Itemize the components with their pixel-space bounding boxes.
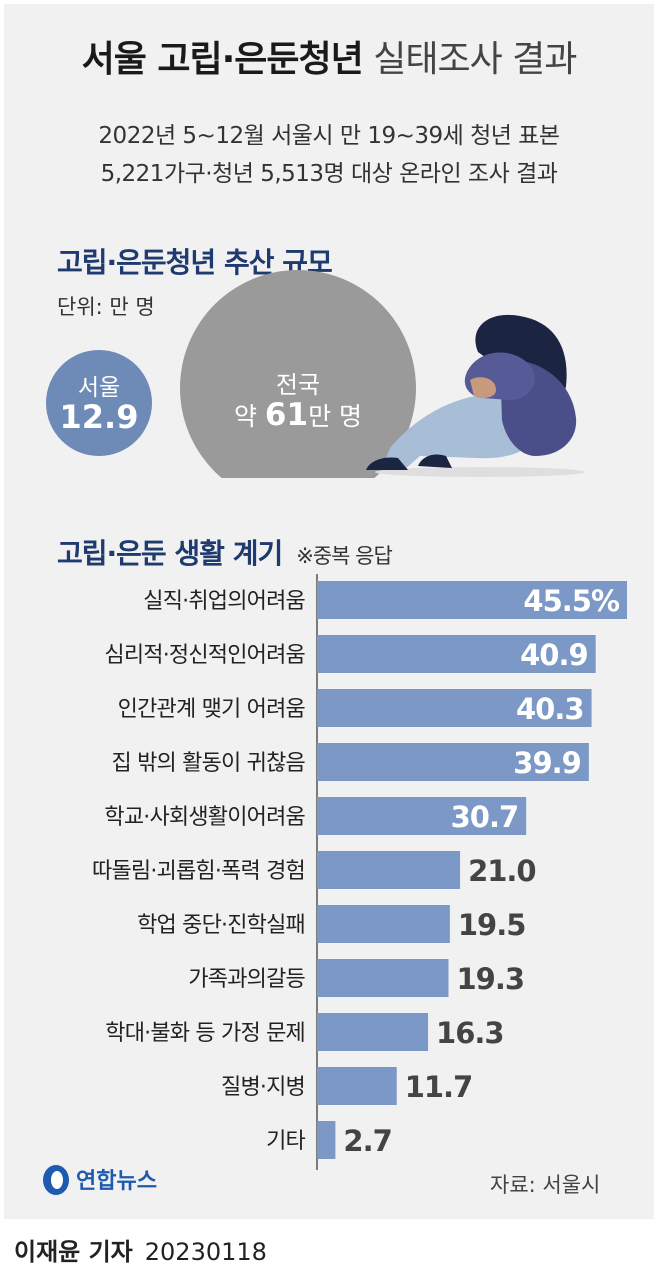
- category-label: 따돌림·괴롭힘·폭력 경험: [92, 859, 305, 884]
- bar: [317, 959, 449, 997]
- bar: [317, 743, 589, 781]
- value-label: 19.5: [458, 908, 526, 942]
- unit-label: 단위: 만 명: [57, 295, 155, 319]
- logo-emblem-inner: [51, 1171, 63, 1189]
- illustration-shoe-right: [418, 454, 452, 468]
- category-label: 인간관계 맺기 어려움: [118, 697, 306, 722]
- nation-disc: [180, 270, 416, 478]
- yonhap-logo: 연합뉴스: [43, 1165, 157, 1195]
- value-label: 40.9: [520, 638, 588, 672]
- nation-label: 전국: [275, 371, 321, 399]
- bar: [317, 635, 596, 673]
- category-label: 학대·불화 등 가정 문제: [105, 1021, 305, 1046]
- bar: [317, 905, 450, 943]
- sad-person-illustration: [366, 314, 585, 477]
- page-title: 서울 고립·은둔청년 실태조사 결과: [0, 30, 658, 82]
- category-label: 질병·지병: [221, 1075, 305, 1100]
- nation-suffix: 만 명: [308, 402, 363, 431]
- nation-value: 61: [264, 397, 309, 433]
- reasons-note: ※중복 응답: [296, 544, 393, 568]
- category-label: 집 밖의 활동이 귀찮음: [111, 751, 305, 776]
- category-label: 기타: [266, 1129, 305, 1154]
- seoul-label: 서울: [77, 375, 121, 401]
- category-label: 학교·사회생활이어려움: [104, 805, 305, 830]
- category-label: 가족과의갈등: [188, 967, 305, 992]
- category-label: 실직·취업의어려움: [143, 589, 305, 614]
- bar: [317, 689, 592, 727]
- reporter-name: 이재윤 기자: [14, 1238, 133, 1266]
- bar: [317, 581, 627, 619]
- seoul-estimate-circle: 서울 12.9: [46, 350, 152, 456]
- subtitle-line-2: 5,221가구·청년 5,513명 대상 온라인 조사 결과: [100, 161, 558, 187]
- bar: [317, 1013, 429, 1051]
- value-label: 21.0: [468, 854, 536, 888]
- value-label: 30.7: [451, 800, 519, 834]
- value-label: 39.9: [513, 746, 581, 780]
- title-bold: 서울 고립·은둔청년: [81, 39, 364, 80]
- nation-prefix: 약: [233, 402, 265, 431]
- title-light: 실태조사 결과: [373, 39, 577, 80]
- illustration-legs: [382, 393, 536, 470]
- value-label: 40.3: [516, 692, 584, 726]
- value-label: 19.3: [456, 962, 524, 996]
- nation-estimate-circle: 전국 약 61만 명: [180, 270, 416, 478]
- bar: [317, 851, 461, 889]
- value-label: 45.5%: [523, 584, 620, 618]
- subtitle-line-1: 2022년 5~12월 서울시 만 19~39세 청년 표본: [98, 123, 560, 149]
- illustration-shoe-left: [366, 457, 408, 470]
- illustration-hand: [470, 377, 496, 398]
- illustration-shadow: [375, 467, 585, 477]
- bar: [317, 1067, 397, 1105]
- nation-value-line: 약 61만 명: [180, 397, 416, 433]
- logo-text: 연합뉴스: [76, 1168, 157, 1194]
- reasons-heading: 고립·은둔 생활 계기 ※중복 응답: [57, 532, 393, 572]
- seoul-value: 12.9: [59, 398, 139, 436]
- value-label: 11.7: [405, 1070, 473, 1104]
- value-label: 16.3: [436, 1016, 504, 1050]
- byline: 이재윤 기자 20230118: [14, 1232, 267, 1267]
- bar: [317, 1121, 336, 1159]
- value-label: 2.7: [343, 1124, 391, 1158]
- reasons-heading-text: 고립·은둔 생활 계기: [57, 537, 283, 570]
- publish-date: 20230118: [144, 1238, 267, 1266]
- bar: [317, 797, 527, 835]
- category-label: 학업 중단·진학실패: [137, 913, 305, 938]
- source-label: 자료: 서울시: [490, 1173, 601, 1197]
- category-label: 심리적·정신적인어려움: [104, 643, 305, 668]
